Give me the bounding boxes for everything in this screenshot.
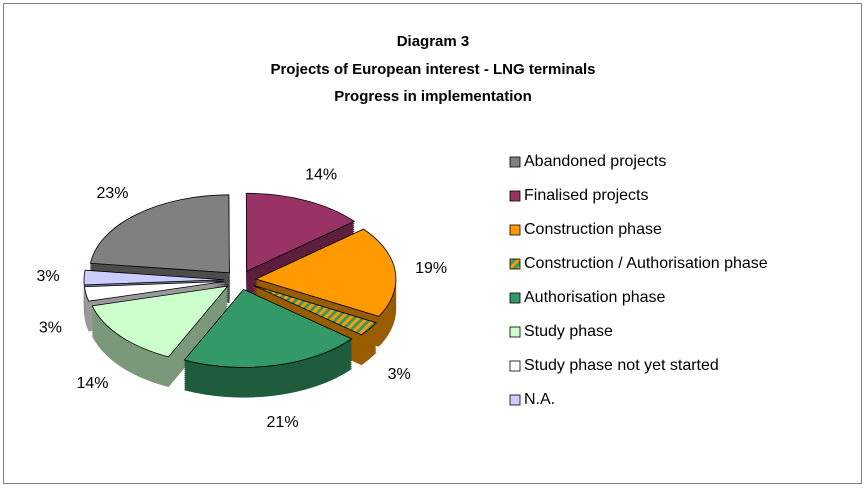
data-label: 19% [415, 260, 447, 277]
slice [254, 228, 397, 317]
legend-swatch [509, 258, 521, 270]
slice [91, 285, 229, 358]
legend-label: Construction phase [524, 221, 662, 238]
legend-swatch [509, 156, 521, 168]
chart-title: Diagram 3 [397, 33, 470, 50]
legend-label: Construction / Authorisation phase [524, 255, 768, 272]
slice [84, 281, 225, 302]
slice [253, 284, 377, 336]
data-label: 3% [39, 320, 62, 337]
legend-swatch [509, 224, 521, 236]
slice [89, 194, 230, 274]
legend-swatch [509, 326, 521, 338]
data-label: 14% [305, 166, 337, 183]
chart-title: Progress in implementation [334, 88, 532, 105]
legend-label: Study phase not yet started [524, 357, 719, 374]
legend-swatch [509, 360, 521, 372]
legend-label: N.A. [524, 391, 555, 408]
slice [83, 269, 225, 286]
legend-label: Abandoned projects [524, 153, 666, 170]
legend-label: Study phase [524, 323, 613, 340]
chart-title: Projects of European interest - LNG term… [270, 61, 595, 78]
legend-label: Authorisation phase [524, 289, 666, 306]
data-label: 3% [388, 366, 411, 383]
legend-swatch [509, 394, 521, 406]
data-label: 21% [267, 414, 299, 431]
data-label: 3% [37, 268, 60, 285]
slice [183, 288, 353, 368]
legend-swatch [509, 292, 521, 304]
data-label: 14% [76, 375, 108, 392]
slice [245, 192, 356, 272]
legend-label: Finalised projects [524, 187, 649, 204]
data-label: 23% [97, 185, 129, 202]
legend-swatch [509, 190, 521, 202]
